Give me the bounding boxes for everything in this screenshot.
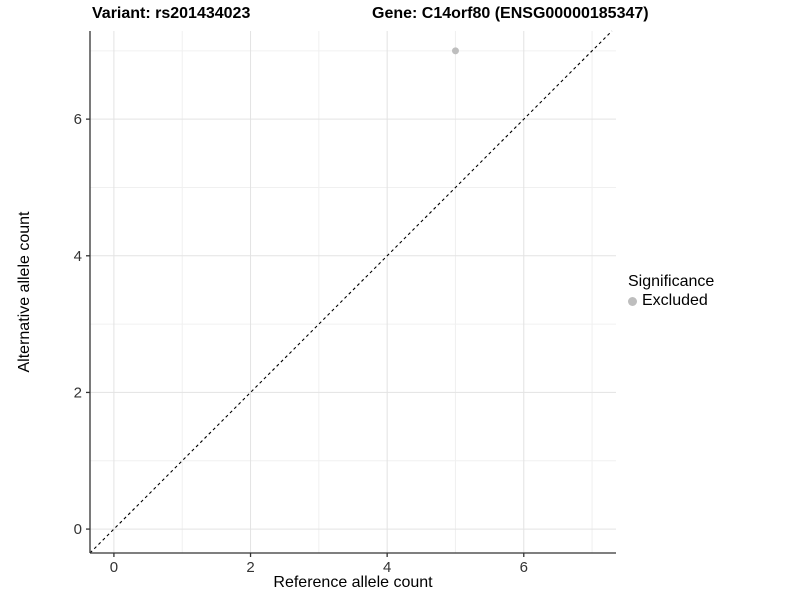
excluded-point-icon <box>628 296 637 306</box>
x-axis-title: Reference allele count <box>273 574 433 591</box>
y-tick-label: 4 <box>74 248 82 265</box>
x-tick-label: 0 <box>110 559 118 576</box>
identity-reference-line <box>89 30 613 554</box>
variant-title: Variant: rs201434023 <box>92 5 251 22</box>
legend-title: Significance <box>628 273 715 290</box>
data-point <box>451 47 459 55</box>
legend-item-excluded: Excluded <box>628 292 714 310</box>
x-tick-label: 4 <box>383 559 391 576</box>
y-tick-label: 6 <box>74 111 82 128</box>
legend: Significance Excluded <box>628 273 714 310</box>
x-tick-label: 6 <box>520 559 528 576</box>
legend-item-label: Excluded <box>642 292 708 309</box>
x-tick-label: 2 <box>246 559 254 576</box>
y-tick-label: 2 <box>74 384 82 401</box>
y-axis-title: Alternative allele count <box>16 211 33 373</box>
gene-title: Gene: C14orf80 (ENSG00000185347) <box>372 5 649 22</box>
y-tick-label: 0 <box>74 521 82 538</box>
